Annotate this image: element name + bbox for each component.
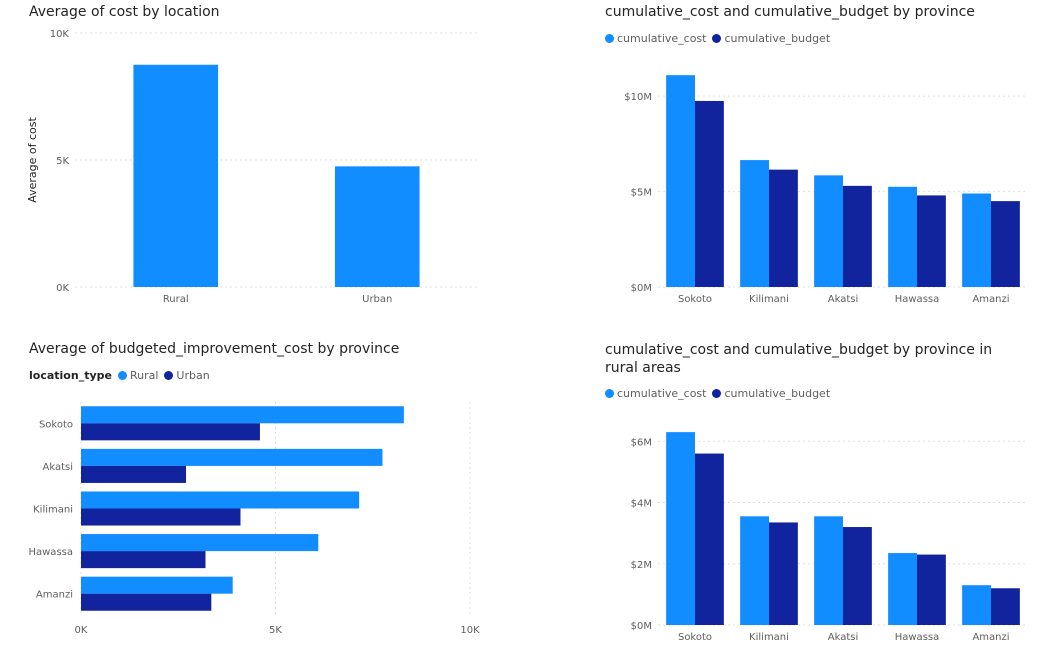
bar[interactable] bbox=[81, 593, 212, 611]
y-tick-label: $10M bbox=[624, 92, 652, 103]
legend-label: cumulative_budget bbox=[724, 32, 831, 45]
chart-title: cumulative_cost and cumulative_budget by… bbox=[605, 342, 993, 376]
y-tick-label: Kilimani bbox=[33, 505, 73, 516]
bar[interactable] bbox=[133, 64, 219, 287]
y-tick-label: Hawassa bbox=[28, 547, 73, 558]
x-tick-label: Akatsi bbox=[828, 294, 859, 305]
x-tick-label: Hawassa bbox=[895, 294, 940, 305]
bar[interactable] bbox=[769, 522, 798, 625]
y-tick-label: 0K bbox=[56, 283, 69, 294]
bar[interactable] bbox=[917, 554, 946, 625]
y-tick-label: $0M bbox=[631, 283, 652, 294]
chart-title: cumulative_cost and cumulative_budget by… bbox=[605, 4, 975, 20]
x-tick-label: Rural bbox=[163, 294, 189, 305]
bar[interactable] bbox=[695, 100, 724, 287]
bar[interactable] bbox=[81, 551, 206, 569]
legend-swatch bbox=[712, 34, 722, 43]
x-tick-label: Hawassa bbox=[895, 632, 940, 643]
legend-item[interactable]: cumulative_budget bbox=[712, 387, 830, 400]
chart-legend: cumulative_cost cumulative_budget bbox=[605, 32, 836, 45]
bar[interactable] bbox=[917, 195, 946, 287]
bar[interactable] bbox=[991, 588, 1020, 625]
legend-label: cumulative_budget bbox=[724, 387, 831, 400]
legend-title: location_type bbox=[29, 369, 112, 382]
y-tick-label: $6M bbox=[631, 437, 652, 448]
y-tick-label: $5M bbox=[631, 188, 652, 199]
bar[interactable] bbox=[81, 423, 260, 441]
x-tick-label: 10K bbox=[460, 625, 480, 636]
legend-item[interactable]: Urban bbox=[164, 369, 210, 382]
chart-title: Average of budgeted_improvement_cost by … bbox=[29, 341, 400, 357]
chart-legend: location_type Rural Urban bbox=[29, 369, 216, 382]
bar[interactable] bbox=[740, 160, 769, 287]
x-tick-label: 0K bbox=[75, 625, 88, 636]
x-tick-label: Kilimani bbox=[749, 294, 789, 305]
bar[interactable] bbox=[888, 186, 917, 287]
y-tick-label: 10K bbox=[50, 29, 70, 40]
bar[interactable] bbox=[740, 516, 769, 625]
bar[interactable] bbox=[81, 576, 233, 594]
bar[interactable] bbox=[81, 508, 241, 526]
bar[interactable] bbox=[81, 491, 360, 509]
bar[interactable] bbox=[991, 201, 1020, 287]
legend-label: cumulative_cost bbox=[617, 32, 707, 45]
clustered-bar-chart-by-province: $0M $5M $10M Sokoto Kilimani Akatsi Hawassa Ama… bbox=[624, 75, 1028, 305]
bar[interactable] bbox=[81, 534, 319, 552]
y-axis-title: Average of cost bbox=[26, 117, 39, 203]
y-tick-label: Amanzi bbox=[36, 590, 73, 601]
clustered-bar-chart-rural: $0M $2M $4M $6M Sokoto Kilimani Akatsi Hawassa A… bbox=[631, 432, 1028, 643]
y-tick-label: $0M bbox=[631, 621, 652, 632]
legend-label: Rural bbox=[129, 369, 159, 382]
bar[interactable] bbox=[888, 553, 917, 625]
y-tick-label: $4M bbox=[631, 499, 652, 510]
x-tick-label: Urban bbox=[362, 294, 392, 305]
bar[interactable] bbox=[666, 432, 695, 625]
legend-swatch bbox=[712, 389, 722, 398]
y-tick-label: $2M bbox=[631, 560, 652, 571]
x-tick-label: 5K bbox=[269, 625, 282, 636]
bar[interactable] bbox=[81, 465, 187, 483]
x-tick-label: Sokoto bbox=[678, 632, 712, 643]
bar[interactable] bbox=[814, 175, 843, 287]
chart-title: Average of cost by location bbox=[29, 4, 220, 20]
x-tick-label: Amanzi bbox=[972, 294, 1009, 305]
legend-item[interactable]: cumulative_budget bbox=[712, 32, 830, 45]
bar[interactable] bbox=[814, 516, 843, 625]
bar[interactable] bbox=[334, 166, 420, 287]
x-tick-label: Amanzi bbox=[972, 632, 1009, 643]
bar[interactable] bbox=[695, 453, 724, 625]
bar[interactable] bbox=[843, 527, 872, 625]
bar-chart-cost-by-location: 0K 5K 10K Rural Urban Average of cost bbox=[26, 29, 478, 305]
bar[interactable] bbox=[81, 448, 383, 466]
legend-item[interactable]: cumulative_cost bbox=[605, 387, 706, 400]
bar[interactable] bbox=[843, 185, 872, 287]
horizontal-bar-chart-budgeted-improvement: 0K 5K 10K Sokoto Akatsi Kilimani Hawassa Amanzi bbox=[28, 402, 480, 636]
x-tick-label: Kilimani bbox=[749, 632, 789, 643]
bar[interactable] bbox=[769, 169, 798, 287]
legend-swatch bbox=[605, 34, 614, 43]
legend-item[interactable]: Rural bbox=[117, 369, 159, 382]
legend-swatch bbox=[605, 389, 614, 398]
x-tick-label: Sokoto bbox=[678, 294, 712, 305]
legend-label: Urban bbox=[176, 369, 210, 382]
bar[interactable] bbox=[666, 75, 695, 287]
bar[interactable] bbox=[962, 585, 991, 625]
bar[interactable] bbox=[962, 193, 991, 287]
bar[interactable] bbox=[81, 406, 404, 424]
y-tick-label: Sokoto bbox=[39, 419, 73, 430]
legend-item[interactable]: cumulative_cost bbox=[605, 32, 706, 45]
y-tick-label: Akatsi bbox=[43, 462, 74, 473]
legend-label: cumulative_cost bbox=[617, 387, 707, 400]
x-tick-label: Akatsi bbox=[828, 632, 859, 643]
chart-legend: cumulative_cost cumulative_budget bbox=[605, 387, 836, 400]
legend-swatch bbox=[117, 371, 127, 380]
legend-swatch bbox=[164, 371, 174, 380]
y-tick-label: 5K bbox=[56, 156, 69, 167]
